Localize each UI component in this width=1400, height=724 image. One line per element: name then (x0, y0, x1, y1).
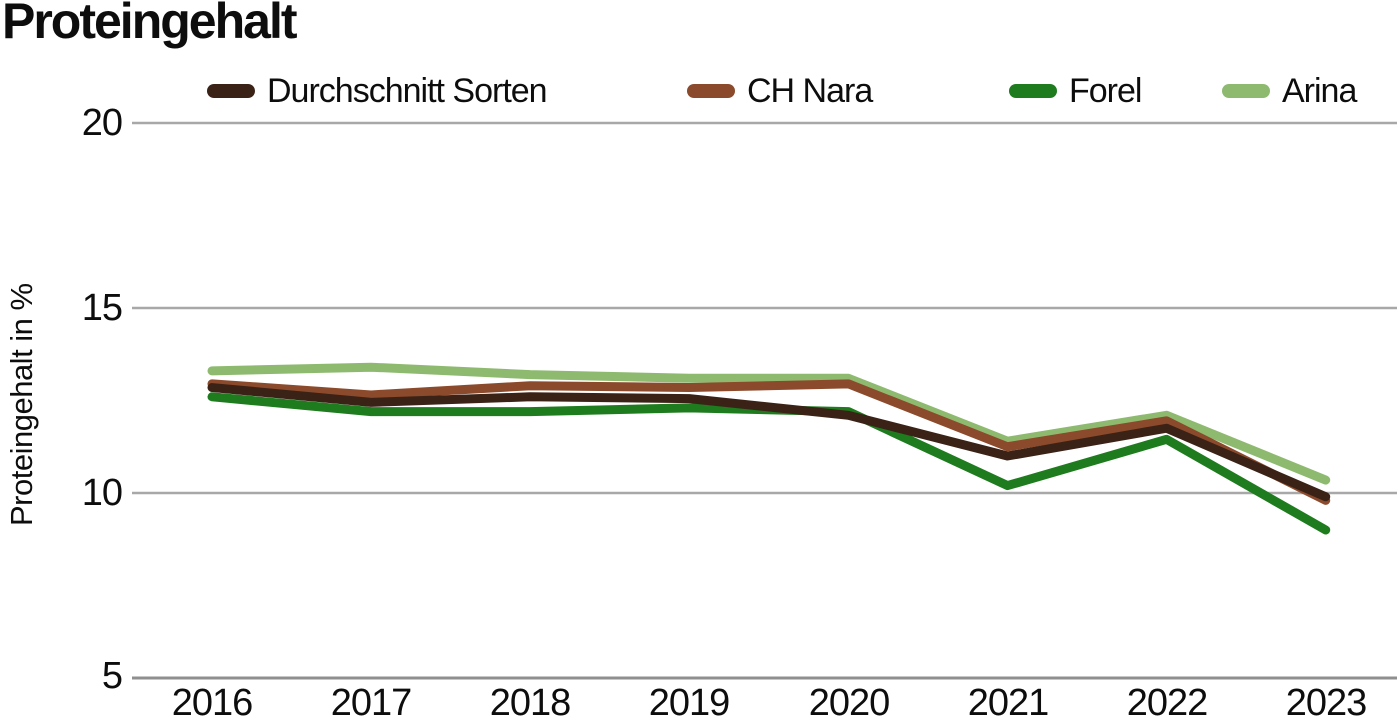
y-tick-10: 10 (81, 472, 123, 514)
legend-item-ch-nara: CH Nara (687, 70, 873, 112)
y-tick-20: 20 (81, 102, 123, 144)
series-line-arina (207, 362, 1331, 485)
x-tick-2019: 2019 (648, 682, 731, 724)
legend-item-durchschnitt-sorten: Durchschnitt Sorten (207, 70, 548, 112)
x-tick-2020: 2020 (808, 682, 891, 724)
legend-label-ch-nara: CH Nara (747, 71, 873, 110)
legend-swatch-ch-nara (687, 84, 735, 98)
y-tick-5: 5 (101, 655, 123, 697)
x-tick-2022: 2022 (1126, 682, 1209, 724)
x-tick-2016: 2016 (171, 682, 254, 724)
x-tick-2017: 2017 (330, 682, 413, 724)
chart-legend: Durchschnitt Sorten CH Nara Forel Arina (0, 70, 1400, 112)
x-tick-2018: 2018 (489, 682, 572, 724)
legend-label-durchschnitt-sorten: Durchschnitt Sorten (267, 71, 548, 110)
legend-swatch-forel (1009, 84, 1057, 98)
x-tick-2021: 2021 (967, 682, 1050, 724)
legend-label-forel: Forel (1069, 71, 1142, 110)
x-tick-2023: 2023 (1285, 682, 1368, 724)
series-line-ch-nara (207, 379, 1331, 505)
legend-swatch-arina (1222, 84, 1270, 98)
chart-title: Proteingehalt (2, 0, 297, 49)
y-tick-15: 15 (81, 287, 123, 329)
legend-item-arina: Arina (1222, 70, 1357, 112)
legend-swatch-durchschnitt-sorten (207, 84, 255, 98)
legend-label-arina: Arina (1282, 71, 1357, 110)
series-line-durchschnitt-sorten (207, 383, 1331, 502)
legend-item-forel: Forel (1009, 70, 1142, 112)
